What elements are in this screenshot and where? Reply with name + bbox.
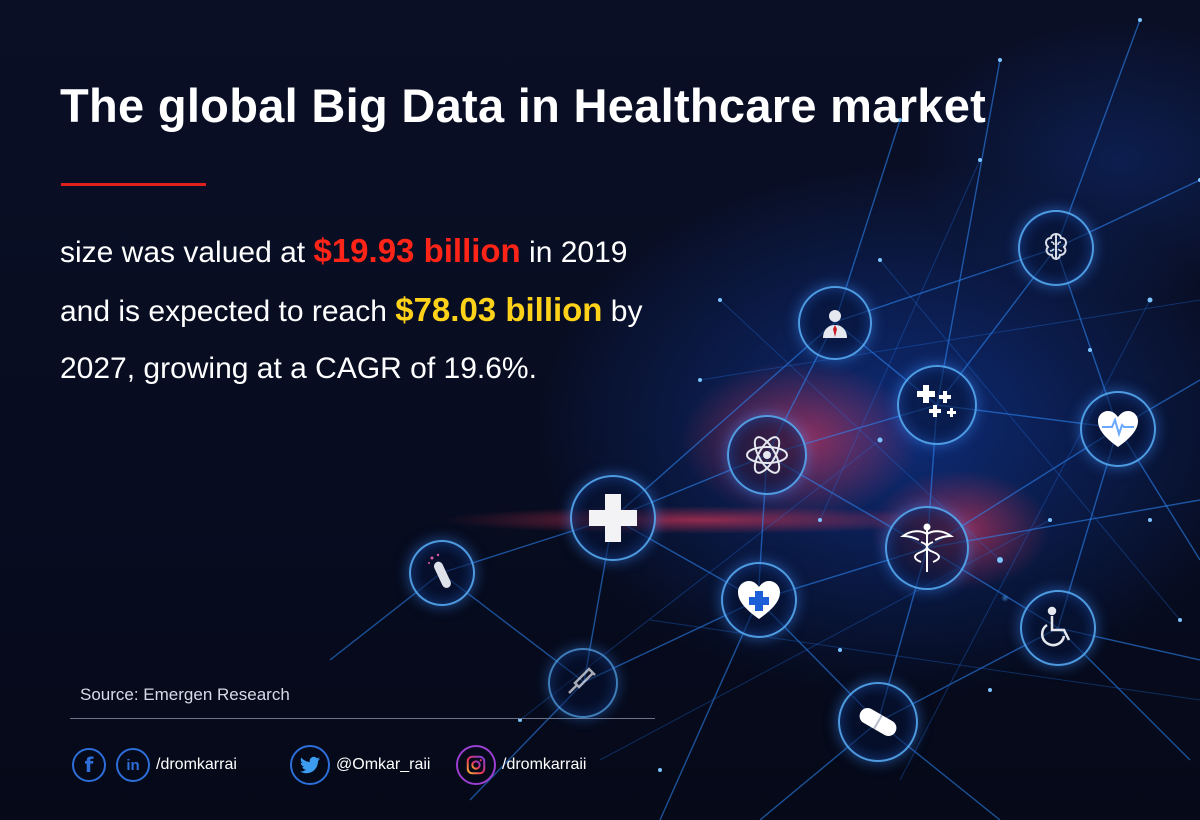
linkedin-handle[interactable]: /dromkarrai (156, 756, 237, 773)
summary-text-1: size was valued at (60, 236, 314, 269)
summary-text-3: by 2027, growing at a CAGR of 19.6%. (60, 295, 643, 385)
summary-text-2: in 2019 and is expected to reach (60, 236, 628, 328)
atom-icon (746, 436, 788, 474)
medical-crosses-icon (917, 385, 956, 417)
source-label: Source: Emergen Research (80, 685, 290, 704)
heart-cross-icon (738, 581, 780, 619)
facebook-glyph: f (84, 753, 94, 777)
social-instagram-group: /dromkarraii (456, 745, 586, 785)
doctor-node (798, 286, 872, 360)
medical-cross-node (570, 475, 656, 561)
heartbeat-icon (1098, 411, 1138, 447)
twitter-handle[interactable]: @Omkar_raii (336, 756, 431, 773)
doctor-icon (823, 310, 847, 338)
brain-node (1018, 210, 1094, 286)
instagram-icon[interactable] (456, 745, 496, 785)
wheelchair-node (1020, 590, 1096, 666)
headline: The global Big Data in Healthcare market (60, 79, 987, 132)
medical-cross-icon (589, 494, 637, 542)
pill-icon (859, 708, 897, 736)
test-tube-node (409, 540, 475, 606)
syringe-icon (568, 667, 596, 694)
linkedin-icon[interactable]: in (116, 748, 150, 782)
atom-node (727, 415, 807, 495)
summary-paragraph: size was valued at $19.93 billion in 201… (60, 222, 680, 397)
caduceus-icon (899, 523, 955, 572)
social-linkedin-group: f in /dromkarrai (72, 745, 237, 785)
social-twitter-group: @Omkar_raii (290, 745, 430, 785)
facebook-icon[interactable]: f (72, 748, 106, 782)
twitter-bird-icon (299, 756, 321, 774)
heartbeat-node (1080, 391, 1156, 467)
brain-icon (1044, 232, 1068, 261)
footer-divider (70, 718, 655, 719)
heart-cross-node (721, 562, 797, 638)
linkedin-glyph: in (126, 756, 140, 774)
caduceus-node (885, 506, 969, 590)
instagram-handle[interactable]: /dromkarraii (502, 756, 587, 773)
wheelchair-icon (1040, 606, 1071, 647)
test-tube-icon (428, 553, 451, 588)
market-value-2019: $19.93 billion (313, 232, 521, 269)
pill-node (838, 682, 918, 762)
syringe-node (548, 648, 618, 718)
market-value-2027: $78.03 billion (395, 291, 603, 328)
instagram-camera-icon (466, 755, 486, 775)
medical-crosses-node (897, 365, 977, 445)
twitter-icon[interactable] (290, 745, 330, 785)
network-dots (518, 18, 1200, 772)
title-underline (61, 183, 206, 186)
